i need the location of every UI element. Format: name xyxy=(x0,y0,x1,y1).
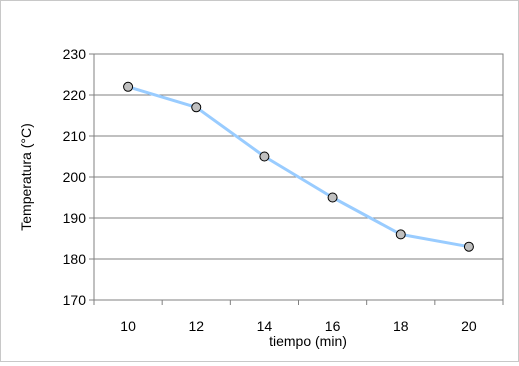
line-chart: 170 180 190 200 210 220 230 10 12 14 16 18 20 tiempo… xyxy=(18,46,504,349)
tick-labels: 170 180 190 200 210 220 230 10 12 14 16 18 20 xyxy=(63,46,477,334)
data-point xyxy=(327,192,338,203)
data-point xyxy=(123,81,134,92)
y-tick-label: 230 xyxy=(63,46,87,62)
x-axis-title: tiempo (min) xyxy=(269,333,347,349)
x-tick-label: 18 xyxy=(393,318,409,334)
x-tick-label: 14 xyxy=(257,318,273,334)
y-tick-label: 180 xyxy=(63,251,87,267)
data-point xyxy=(191,102,202,113)
series-line xyxy=(127,85,470,249)
y-tick-label: 210 xyxy=(63,128,87,144)
y-tick-label: 170 xyxy=(63,292,87,308)
x-tick-label: 16 xyxy=(325,318,341,334)
y-tick-label: 200 xyxy=(63,169,87,185)
x-tick-label: 12 xyxy=(188,318,204,334)
axes xyxy=(89,53,504,305)
x-tick-label: 10 xyxy=(120,318,136,334)
y-tick-label: 190 xyxy=(63,210,87,226)
data-point xyxy=(463,241,474,252)
data-point xyxy=(395,229,406,240)
y-tick-label: 220 xyxy=(63,87,87,103)
x-tick-label: 20 xyxy=(461,318,477,334)
y-axis-title: Temperatura (°C) xyxy=(18,123,34,231)
series-layer xyxy=(123,81,474,252)
data-point xyxy=(259,151,270,162)
